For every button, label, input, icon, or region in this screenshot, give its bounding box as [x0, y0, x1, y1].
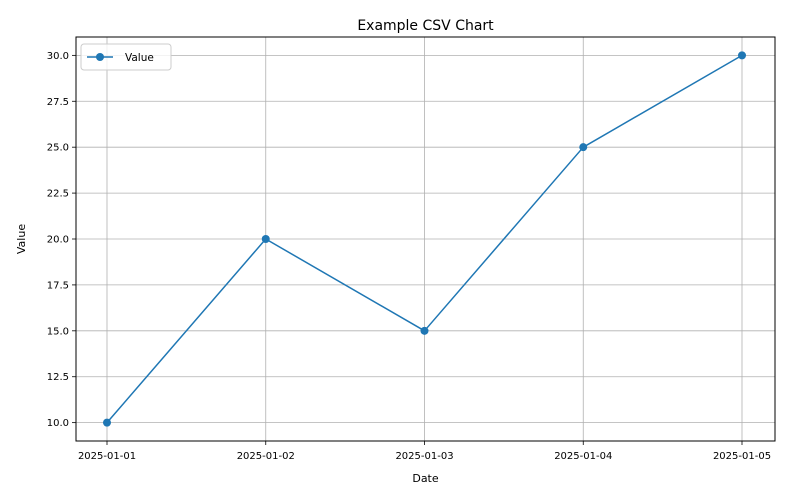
y-axis-ticks: 10.0 12.5 15.0 17.5 20.0 22.5 25.0 27.5 30.0: [47, 51, 76, 429]
x-axis-ticks: 2025-01-01 2025-01-02 2025-01-03 2025-01-04…: [78, 441, 771, 462]
data-point: [420, 326, 429, 335]
data-point: [579, 143, 588, 152]
legend-marker: [96, 53, 104, 61]
x-axis-label: Date: [412, 472, 439, 485]
data-point: [261, 235, 270, 243]
legend-box: [80, 43, 172, 71]
x-tick-label: 2025-01-01: [78, 451, 136, 462]
x-tick-label: 2025-01-03: [395, 451, 453, 462]
data-point: [738, 51, 746, 60]
y-tick-label: 20.0: [47, 235, 69, 246]
y-tick-label: 12.5: [47, 372, 69, 383]
legend-label: Value: [125, 52, 154, 64]
x-tick-label: 2025-01-04: [554, 451, 612, 462]
x-tick-label: 2025-01-02: [237, 451, 295, 462]
y-axis-label: Value: [15, 224, 28, 254]
y-tick-label: 25.0: [47, 143, 69, 154]
legend: Value: [80, 43, 172, 71]
chart-title: Example CSV Chart: [357, 18, 494, 34]
x-tick-label: 2025-01-05: [713, 451, 771, 462]
data-point: [103, 418, 111, 427]
grid: [76, 37, 775, 441]
y-tick-label: 15.0: [47, 326, 69, 337]
series-layer: [103, 51, 746, 427]
y-tick-label: 22.5: [47, 189, 69, 200]
y-tick-label: 27.5: [47, 97, 69, 108]
y-tick-label: 10.0: [47, 418, 69, 429]
y-tick-label: 17.5: [47, 280, 69, 291]
y-tick-label: 30.0: [47, 51, 69, 62]
